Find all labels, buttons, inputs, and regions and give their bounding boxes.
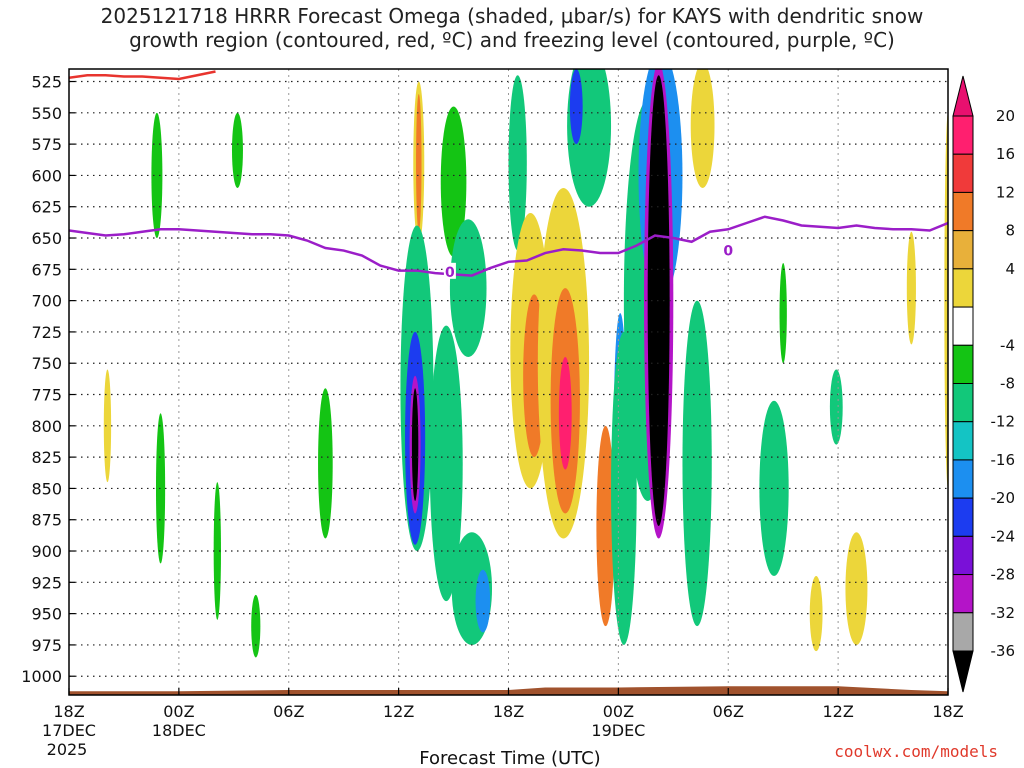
y-tick-label-600: 600: [31, 166, 62, 185]
x-axis-label: Forecast Time (UTC): [419, 748, 600, 768]
dgz-contour-line: [69, 70, 216, 81]
omega-cell-1: [231, 112, 243, 188]
colorbar-swatch-4: [952, 268, 974, 308]
x-tick-label-24: 18Z: [493, 702, 524, 721]
x-tick-label-12: 06Z: [273, 702, 304, 721]
omega-cell-39: [251, 594, 261, 658]
y-tick-label-875: 875: [31, 511, 62, 530]
omega-cell-14: [411, 388, 419, 501]
colorbar-swatch-9: [952, 459, 974, 499]
colorbar-swatch-11: [952, 535, 974, 576]
colorbar-label-11: -28: [991, 566, 1016, 584]
colorbar-bottom-arrow: [952, 650, 974, 693]
y-tick-label-575: 575: [31, 135, 62, 154]
colorbar-swatch-10: [952, 497, 974, 537]
y-tick-label-675: 675: [31, 260, 62, 279]
grid-lines: [69, 69, 948, 695]
chart-title: 2025121718 HRRR Forecast Omega (shaded, …: [100, 4, 924, 52]
y-tick-label-700: 700: [31, 292, 62, 311]
omega-cell-37: [155, 413, 166, 564]
omega-cell-31: [829, 369, 843, 445]
colorbar-label-5: -4: [1000, 336, 1015, 354]
colorbar-swatch-7: [952, 383, 974, 423]
omega-cell-28: [647, 75, 670, 526]
colorbar-label-2: 12: [996, 183, 1015, 201]
colorbar-swatch-5: [952, 306, 974, 346]
x-tick-date-0: 17DEC: [42, 721, 96, 740]
colorbar-swatch-1: [952, 153, 974, 193]
colorbar-swatch-12: [952, 574, 974, 614]
omega-cell-3: [416, 94, 422, 232]
y-tick-label-900: 900: [31, 542, 62, 561]
colorbar-top-arrow: [952, 75, 974, 117]
freezing-level-label-1: 0: [723, 244, 733, 260]
colorbar-legend: 20 16 12 8 4 -4 -8 -12 -16 -20 -24 -28 -32 -36: [952, 75, 1016, 693]
colorbar-label-1: 16: [996, 145, 1015, 163]
y-tick-label-800: 800: [31, 417, 62, 436]
colorbar-swatch-8: [952, 421, 974, 461]
freezing-level-line: [69, 215, 948, 277]
omega-cell-18: [475, 569, 491, 633]
x-tick-label-36: 06Z: [713, 702, 744, 721]
pressure-axis: 525 550 575 600 625 650 675 700 725 750 775 800 825 8…: [21, 73, 75, 686]
colorbar-label-0: 20: [996, 107, 1015, 125]
x-tick-label-48: 18Z: [932, 702, 963, 721]
y-tick-label-825: 825: [31, 448, 62, 467]
colorbar-swatch-0: [952, 115, 974, 155]
x-tick-label-18: 12Z: [383, 702, 414, 721]
x-tick-year-0: 2025: [47, 740, 88, 759]
y-tick-label-950: 950: [31, 605, 62, 624]
y-tick-label-750: 750: [31, 354, 62, 373]
freezing-level-label-0: 0: [445, 265, 455, 281]
x-tick-date-6: 18DEC: [152, 721, 206, 740]
y-tick-label-1000: 1000: [21, 667, 62, 686]
credit-text: coolwx.com/models: [834, 742, 998, 761]
x-tick-label-42: 12Z: [822, 702, 853, 721]
colorbar-label-9: -20: [991, 489, 1016, 507]
colorbar-label-4: 4: [1005, 260, 1015, 278]
omega-cell-40: [318, 388, 333, 539]
y-tick-label-525: 525: [31, 73, 62, 92]
omega-shaded-field: [103, 69, 948, 658]
x-tick-label-0: 18Z: [53, 702, 84, 721]
omega-cell-10: [690, 69, 715, 188]
y-tick-label-650: 650: [31, 229, 62, 248]
omega-cell-30: [759, 400, 789, 577]
colorbar-swatch-3: [952, 230, 974, 270]
colorbar-swatch-6: [952, 344, 974, 384]
colorbar-label-6: -8: [1000, 375, 1015, 393]
omega-cell-33: [809, 576, 823, 652]
omega-cell-38: [213, 482, 221, 620]
omega-cell-34: [906, 231, 916, 345]
colorbar-swatch-2: [952, 191, 974, 232]
colorbar-swatch-13: [952, 612, 974, 652]
y-tick-label-775: 775: [31, 386, 62, 405]
y-tick-label-725: 725: [31, 323, 62, 342]
omega-cell-29: [682, 300, 712, 627]
colorbar-label-8: -16: [991, 451, 1016, 469]
omega-cell-7: [569, 69, 583, 145]
x-tick-label-30: 00Z: [603, 702, 634, 721]
omega-cell-25: [611, 331, 637, 645]
omega-cell-23: [558, 356, 572, 470]
colorbar-label-3: 8: [1005, 222, 1015, 240]
omega-cell-15: [449, 219, 487, 357]
x-tick-date-30: 19DEC: [591, 721, 645, 740]
y-tick-label-925: 925: [31, 573, 62, 592]
colorbar-label-10: -24: [991, 527, 1016, 545]
colorbar-label-13: -36: [991, 642, 1016, 660]
y-tick-label-975: 975: [31, 636, 62, 655]
y-tick-label-625: 625: [31, 198, 62, 217]
omega-cell-24: [596, 425, 615, 627]
y-tick-label-850: 850: [31, 479, 62, 498]
x-tick-label-6: 00Z: [163, 702, 194, 721]
omega-cell-41: [779, 263, 787, 364]
y-tick-label-550: 550: [31, 104, 62, 123]
colorbar-label-12: -32: [991, 604, 1016, 622]
omega-cell-32: [845, 532, 868, 645]
omega-cell-36: [103, 369, 112, 483]
colorbar-label-7: -12: [991, 413, 1016, 431]
